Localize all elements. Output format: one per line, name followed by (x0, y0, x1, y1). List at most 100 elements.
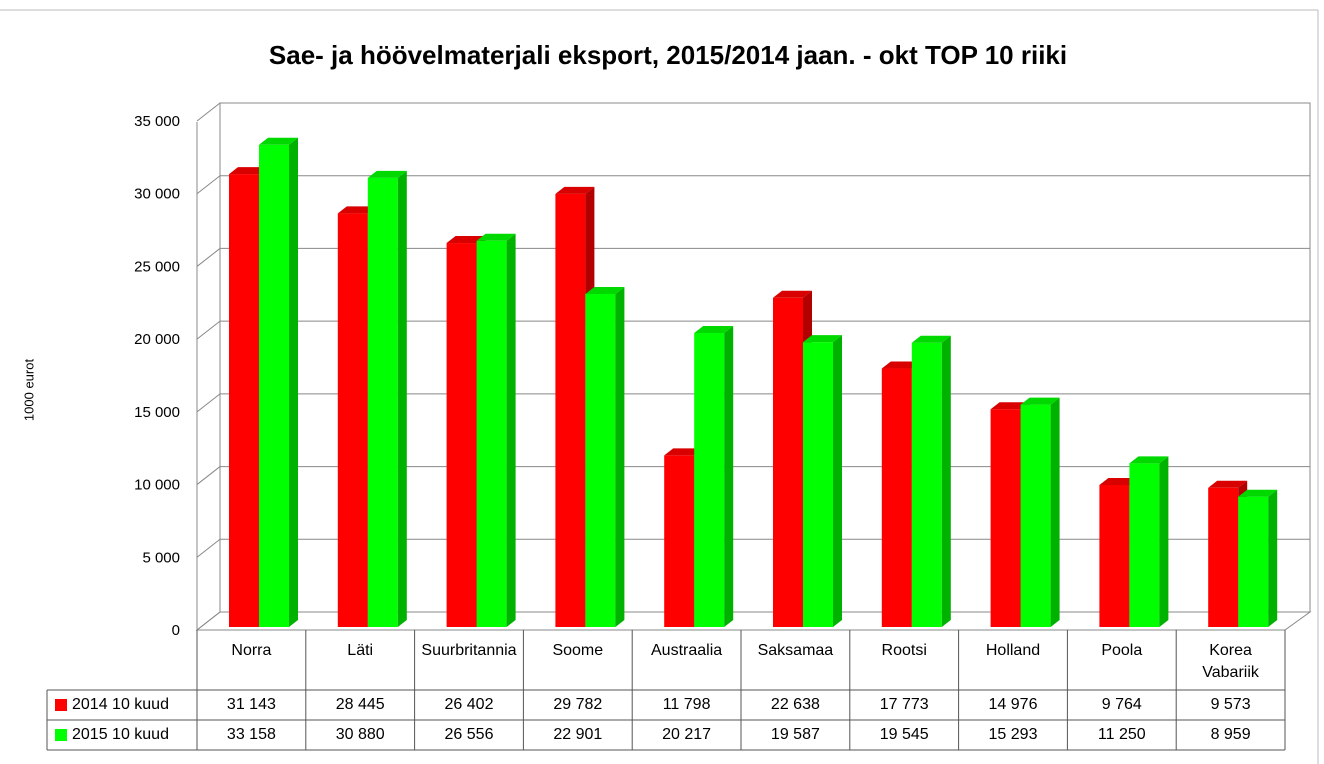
bar-front (881, 368, 912, 627)
category-cell: Korea Vabariik (1202, 642, 1259, 681)
value-label: 14 976 (989, 696, 1038, 713)
value-label: 30 880 (336, 726, 385, 743)
grid-line-side (196, 538, 221, 558)
grid-line-side (196, 393, 221, 413)
value-label: 29 782 (553, 696, 602, 713)
bar-top (694, 325, 734, 333)
y-tick-label: 15 000 (134, 404, 180, 421)
value-label: 19 545 (880, 726, 929, 743)
value-label: 9 764 (1102, 696, 1142, 713)
bar-side (1050, 397, 1060, 627)
category-cell: Suurbritannia (421, 642, 517, 659)
legend-swatch (55, 729, 67, 741)
category-cell: Saksamaa (757, 642, 834, 659)
bar-front (1020, 404, 1051, 627)
bar-top (367, 170, 407, 178)
bar-front (911, 342, 942, 627)
bar-top (585, 286, 625, 294)
bar-top (555, 186, 595, 194)
bar (911, 335, 951, 627)
value-label: 26 556 (445, 726, 494, 743)
y-tick-label: 30 000 (134, 186, 180, 203)
x-tick-label: Suurbritannia (421, 642, 517, 659)
y-tick-label: 25 000 (134, 258, 180, 275)
x-tick-label: Soome (552, 642, 604, 659)
bar-side (506, 233, 516, 628)
bar-top (446, 236, 486, 244)
y-axis-label: 1000 eurot (21, 359, 36, 422)
x-tick-label: Austraalia (651, 642, 723, 659)
legend-label: 2015 10 kuud (72, 726, 169, 743)
bar-front (773, 297, 803, 627)
bar-side (289, 137, 298, 627)
value-label: 11 250 (1098, 726, 1146, 743)
grid-line-side (196, 175, 221, 195)
bar-front (1129, 463, 1160, 627)
bar-top (337, 206, 377, 214)
bar-side (1159, 456, 1169, 627)
value-label: 19 587 (771, 726, 820, 743)
bar (367, 170, 407, 627)
bar-top (911, 335, 951, 343)
bar (1129, 456, 1169, 627)
bar-top (229, 167, 268, 175)
bar-top (476, 233, 516, 241)
bar-top (773, 290, 812, 298)
x-tick-label: Norra (231, 642, 272, 659)
y-tick-label: 35 000 (134, 113, 180, 130)
bar-front (476, 240, 507, 628)
bar-front (585, 293, 616, 627)
chart-title: Sae- ja höövelmaterjali eksport, 2015/20… (269, 40, 1067, 70)
bar (1238, 489, 1278, 627)
bar-top (1129, 456, 1169, 464)
value-label: 8 959 (1211, 726, 1251, 743)
bar-front (259, 144, 289, 627)
y-tick-label: 10 000 (134, 477, 180, 494)
x-tick-label: Saksamaa (757, 642, 834, 659)
category-cell: Norra (231, 642, 272, 659)
bar-top (881, 361, 921, 369)
bar-front (1238, 496, 1269, 627)
bar-top (1020, 397, 1060, 405)
value-label: 31 143 (227, 696, 276, 713)
grid-line-side (196, 611, 221, 631)
bar-top (1099, 478, 1139, 486)
x-tick-label: Läti (347, 642, 374, 659)
bar (259, 137, 298, 627)
bar-top (664, 448, 704, 456)
grid-line-side (196, 320, 221, 340)
bar-top (803, 335, 842, 343)
bar-front (803, 342, 833, 627)
legend-swatch (55, 699, 67, 711)
value-label: 33 158 (227, 726, 276, 743)
value-label: 22 638 (771, 696, 820, 713)
value-label: 15 293 (989, 726, 1038, 743)
bar-front (990, 409, 1021, 627)
bar (585, 286, 625, 627)
bar-side (724, 325, 734, 627)
y-tick-label: 20 000 (134, 331, 180, 348)
bar-front (446, 243, 477, 627)
bar-side (397, 170, 407, 627)
bar-side (833, 335, 842, 627)
value-label: 11 798 (663, 696, 711, 713)
legend-label: 2014 10 kuud (72, 696, 169, 713)
y-tick-label: 0 (172, 622, 180, 639)
grid-line-side (196, 248, 221, 267)
category-cell: Poola (1101, 642, 1142, 659)
x-tick-label: Korea Vabariik (1202, 642, 1259, 681)
value-label: 17 773 (880, 696, 929, 713)
bar-top (1208, 480, 1248, 488)
bar-front (1208, 487, 1239, 627)
grid-line-side (196, 102, 221, 122)
bar (694, 325, 734, 627)
bar-top (1238, 489, 1278, 497)
bar (803, 335, 842, 627)
grid-line-side (196, 466, 221, 485)
category-cell: Soome (552, 642, 604, 659)
category-cell: Holland (986, 642, 1040, 659)
bar-front (694, 332, 725, 627)
bar-side (941, 335, 951, 627)
bar-front (337, 213, 368, 627)
